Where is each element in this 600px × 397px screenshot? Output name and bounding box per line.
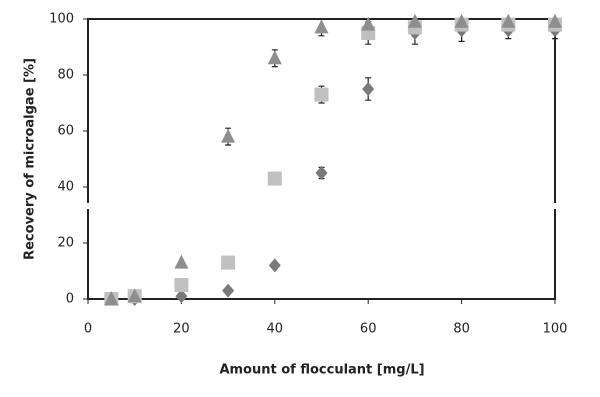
plot-frame bbox=[87, 18, 556, 300]
marker bbox=[454, 13, 469, 28]
y-tick-label: 40 bbox=[57, 180, 74, 195]
marker bbox=[267, 50, 282, 65]
y-tick-label: 80 bbox=[57, 68, 74, 83]
marker bbox=[361, 16, 376, 31]
marker bbox=[104, 291, 119, 305]
marker bbox=[407, 13, 422, 28]
marker bbox=[267, 171, 282, 186]
axis-break bbox=[84, 203, 92, 209]
x-axis-label: Amount of flocculant [mg/L] bbox=[219, 363, 424, 378]
marker bbox=[127, 288, 142, 303]
marker bbox=[501, 13, 516, 28]
x-tick-label: 80 bbox=[453, 322, 470, 337]
marker bbox=[314, 19, 329, 34]
marker bbox=[174, 278, 189, 292]
y-tick-label: 0 bbox=[66, 292, 74, 307]
y-tick-label: 60 bbox=[57, 124, 74, 139]
y-tick-label: 100 bbox=[49, 12, 74, 27]
marker bbox=[268, 258, 281, 273]
x-tick-label: 0 bbox=[84, 322, 92, 337]
x-tick-label: 20 bbox=[173, 322, 190, 337]
marker bbox=[362, 82, 375, 96]
marker bbox=[175, 289, 188, 304]
x-tick-label: 60 bbox=[360, 322, 377, 337]
x-tick-label: 40 bbox=[267, 322, 284, 337]
marker bbox=[221, 255, 236, 270]
y-axis-label: Recovery of microalgae [%] bbox=[23, 58, 38, 260]
marker bbox=[314, 87, 329, 102]
marker bbox=[174, 254, 189, 269]
axis-break bbox=[551, 203, 559, 209]
marker bbox=[221, 128, 236, 143]
y-tick-label: 20 bbox=[57, 236, 74, 251]
marker bbox=[548, 13, 562, 28]
marker bbox=[222, 283, 235, 298]
marker bbox=[315, 166, 328, 180]
x-tick-label: 100 bbox=[543, 322, 568, 337]
